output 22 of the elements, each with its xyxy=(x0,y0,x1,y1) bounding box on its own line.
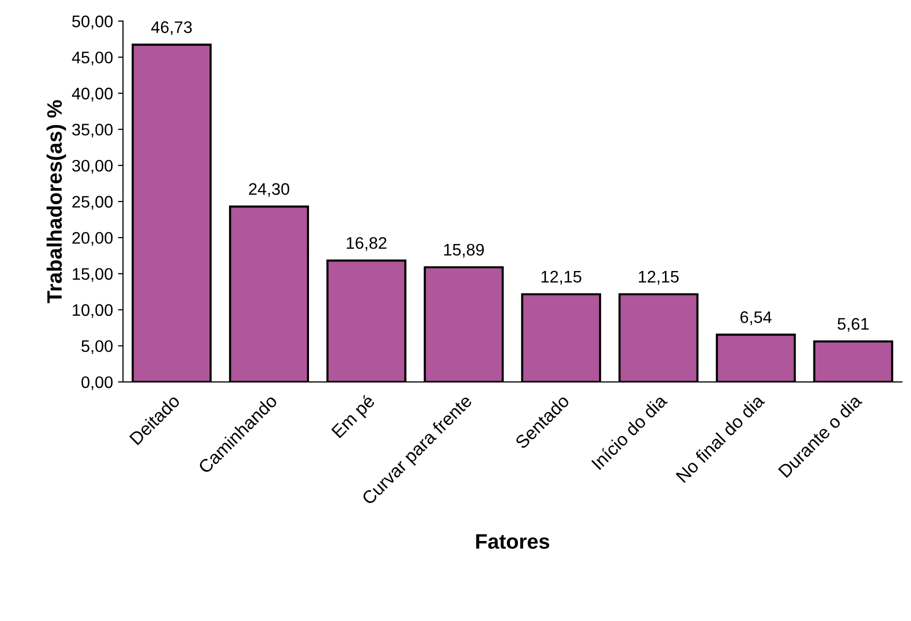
data-label: 46,73 xyxy=(151,21,192,36)
data-label: 12,15 xyxy=(542,270,582,285)
data-label: 16,82 xyxy=(346,237,386,251)
y-axis-title: Trabalhadores(as) % xyxy=(46,100,66,304)
y-tick-label: 50,00 xyxy=(72,16,113,30)
y-tick-label: 15,00 xyxy=(72,268,113,282)
y-tick-label: 35,00 xyxy=(72,124,113,138)
y-tick-label: 0,00 xyxy=(81,376,113,390)
y-tick-label: 30,00 xyxy=(72,160,113,174)
y-tick-label: 25,00 xyxy=(72,196,113,210)
x-tick-label: Em pé xyxy=(330,394,378,441)
data-label: 6,54 xyxy=(740,311,772,326)
y-tick-label: 20,00 xyxy=(72,232,113,246)
y-tick-label: 40,00 xyxy=(72,88,113,102)
data-label: 24,30 xyxy=(249,183,290,197)
x-axis-title: Fatores xyxy=(476,534,550,549)
data-label: 12,15 xyxy=(638,270,679,285)
y-tick-label: 45,00 xyxy=(72,52,113,66)
y-tick-label: 10,00 xyxy=(72,304,113,318)
y-tick-label: 5,00 xyxy=(81,340,113,354)
data-label: 5,61 xyxy=(838,318,869,332)
data-label: 15,89 xyxy=(444,244,484,258)
